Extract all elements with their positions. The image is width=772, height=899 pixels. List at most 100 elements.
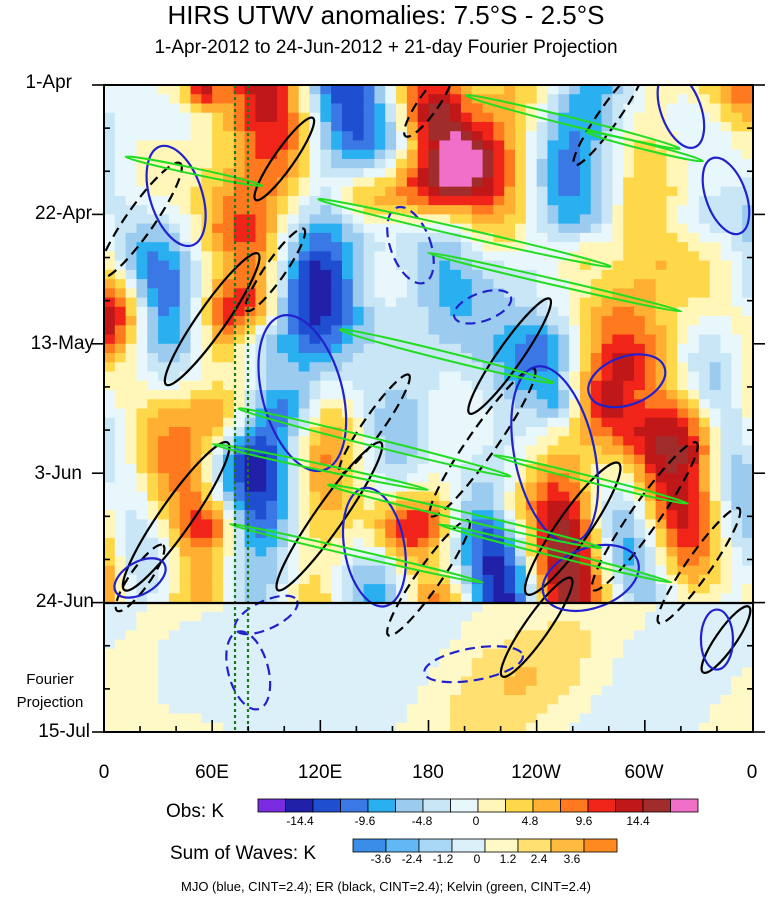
obs-anomaly-cell [309, 510, 321, 521]
obs-anomaly-cell [720, 242, 732, 252]
projection-anomaly-cell [536, 639, 549, 650]
projection-anomaly-cell [536, 704, 549, 715]
projection-anomaly-cell [233, 603, 246, 613]
obs-anomaly-cell [428, 417, 440, 428]
obs-anomaly-cell [720, 85, 732, 95]
obs-anomaly-cell [601, 371, 613, 382]
obs-anomaly-cell [406, 269, 419, 280]
obs-anomaly-cell [168, 131, 181, 142]
obs-anomaly-cell [396, 131, 408, 142]
obs-anomaly-cell [655, 436, 668, 447]
obs-anomaly-cell [666, 565, 678, 576]
obs-anomaly-cell [525, 195, 538, 206]
obs-anomaly-cell [222, 168, 235, 179]
mjo-contour [701, 156, 751, 236]
obs-anomaly-cell [634, 140, 646, 151]
obs-anomaly-cell [698, 288, 711, 299]
projection-anomaly-cell [136, 658, 148, 668]
projection-anomaly-cell [396, 704, 408, 715]
obs-anomaly-cell [493, 547, 505, 557]
obs-anomaly-cell [320, 343, 332, 354]
projection-anomaly-cell [525, 704, 538, 715]
projection-anomaly-cell [266, 639, 278, 650]
obs-anomaly-cell [579, 158, 592, 169]
projection-anomaly-cell [677, 648, 689, 659]
obs-anomaly-cell [374, 574, 386, 585]
projection-anomaly-cell [547, 676, 559, 687]
obs-anomaly-cell [612, 334, 624, 345]
obs-anomaly-cell [558, 269, 570, 280]
obs-anomaly-cell [277, 214, 289, 225]
obs-anomaly-cell [720, 565, 732, 576]
obs-anomaly-cell [471, 168, 484, 179]
obs-anomaly-cell [720, 491, 732, 502]
obs-anomaly-cell [709, 158, 722, 169]
projection-anomaly-cell [222, 685, 235, 696]
obs-anomaly-cell [341, 574, 354, 585]
obs-anomaly-cell [298, 528, 311, 539]
obs-anomaly-cell [471, 491, 484, 502]
obs-anomaly-cell [309, 519, 321, 530]
obs-anomaly-cell [104, 149, 116, 160]
obs-anomaly-cell [298, 353, 311, 363]
obs-anomaly-cell [385, 149, 397, 160]
projection-anomaly-cell [363, 704, 376, 715]
obs-anomaly-cell [471, 205, 484, 215]
projection-anomaly-cell [147, 685, 159, 696]
obs-anomaly-cell [493, 112, 505, 123]
obs-anomaly-cell [709, 85, 722, 95]
obs-anomaly-cell [450, 519, 462, 530]
obs-anomaly-cell [493, 556, 505, 567]
obs-anomaly-cell [482, 353, 494, 363]
obs-anomaly-cell [190, 168, 202, 179]
projection-anomaly-cell [309, 648, 321, 659]
obs-anomaly-cell [450, 371, 462, 382]
projection-anomaly-cell [504, 713, 516, 724]
obs-anomaly-cell [515, 436, 527, 447]
obs-anomaly-cell [374, 186, 386, 197]
obs-anomaly-cell [287, 112, 300, 123]
obs-anomaly-cell [731, 288, 743, 299]
obs-anomaly-cell [569, 269, 581, 280]
obs-anomaly-cell [158, 306, 170, 317]
obs-colorbar-swatch [477, 798, 506, 813]
obs-anomaly-cell [190, 94, 202, 105]
projection-anomaly-cell [179, 722, 192, 732]
obs-anomaly-cell [428, 371, 440, 382]
obs-anomaly-cell [320, 288, 332, 299]
obs-anomaly-cell [471, 149, 484, 160]
obs-anomaly-cell [104, 436, 116, 447]
obs-anomaly-cell [623, 112, 635, 123]
obs-anomaly-cell [655, 445, 668, 456]
obs-anomaly-cell [244, 547, 257, 557]
projection-anomaly-cell [417, 695, 430, 705]
obs-anomaly-cell [612, 316, 624, 326]
obs-anomaly-cell [406, 593, 419, 603]
obs-anomaly-cell [428, 260, 440, 271]
obs-anomaly-cell [742, 177, 753, 188]
obs-colorbar-swatch [450, 798, 479, 813]
obs-anomaly-cell [547, 316, 559, 326]
obs-anomaly-cell [558, 565, 570, 576]
obs-anomaly-cell [363, 186, 376, 197]
obs-anomaly-cell [331, 94, 343, 105]
obs-anomaly-cell [222, 353, 235, 363]
obs-anomaly-cell [222, 288, 235, 299]
obs-anomaly-cell [331, 279, 343, 289]
obs-anomaly-cell [244, 168, 257, 179]
obs-anomaly-cell [634, 297, 646, 308]
projection-anomaly-cell [212, 639, 224, 650]
obs-anomaly-cell [428, 334, 440, 345]
obs-anomaly-cell [168, 399, 181, 410]
projection-anomaly-cell [244, 685, 257, 696]
y-tick-label: 13-May [30, 333, 94, 354]
obs-anomaly-cell [385, 85, 397, 95]
obs-anomaly-cell [590, 242, 603, 252]
projection-anomaly-cell [428, 621, 440, 631]
projection-anomaly-cell [644, 685, 657, 696]
projection-anomaly-cell [158, 667, 170, 678]
obs-anomaly-cell [504, 362, 516, 373]
projection-anomaly-cell [298, 685, 311, 696]
obs-anomaly-cell [515, 547, 527, 557]
obs-anomaly-cell [547, 140, 559, 151]
